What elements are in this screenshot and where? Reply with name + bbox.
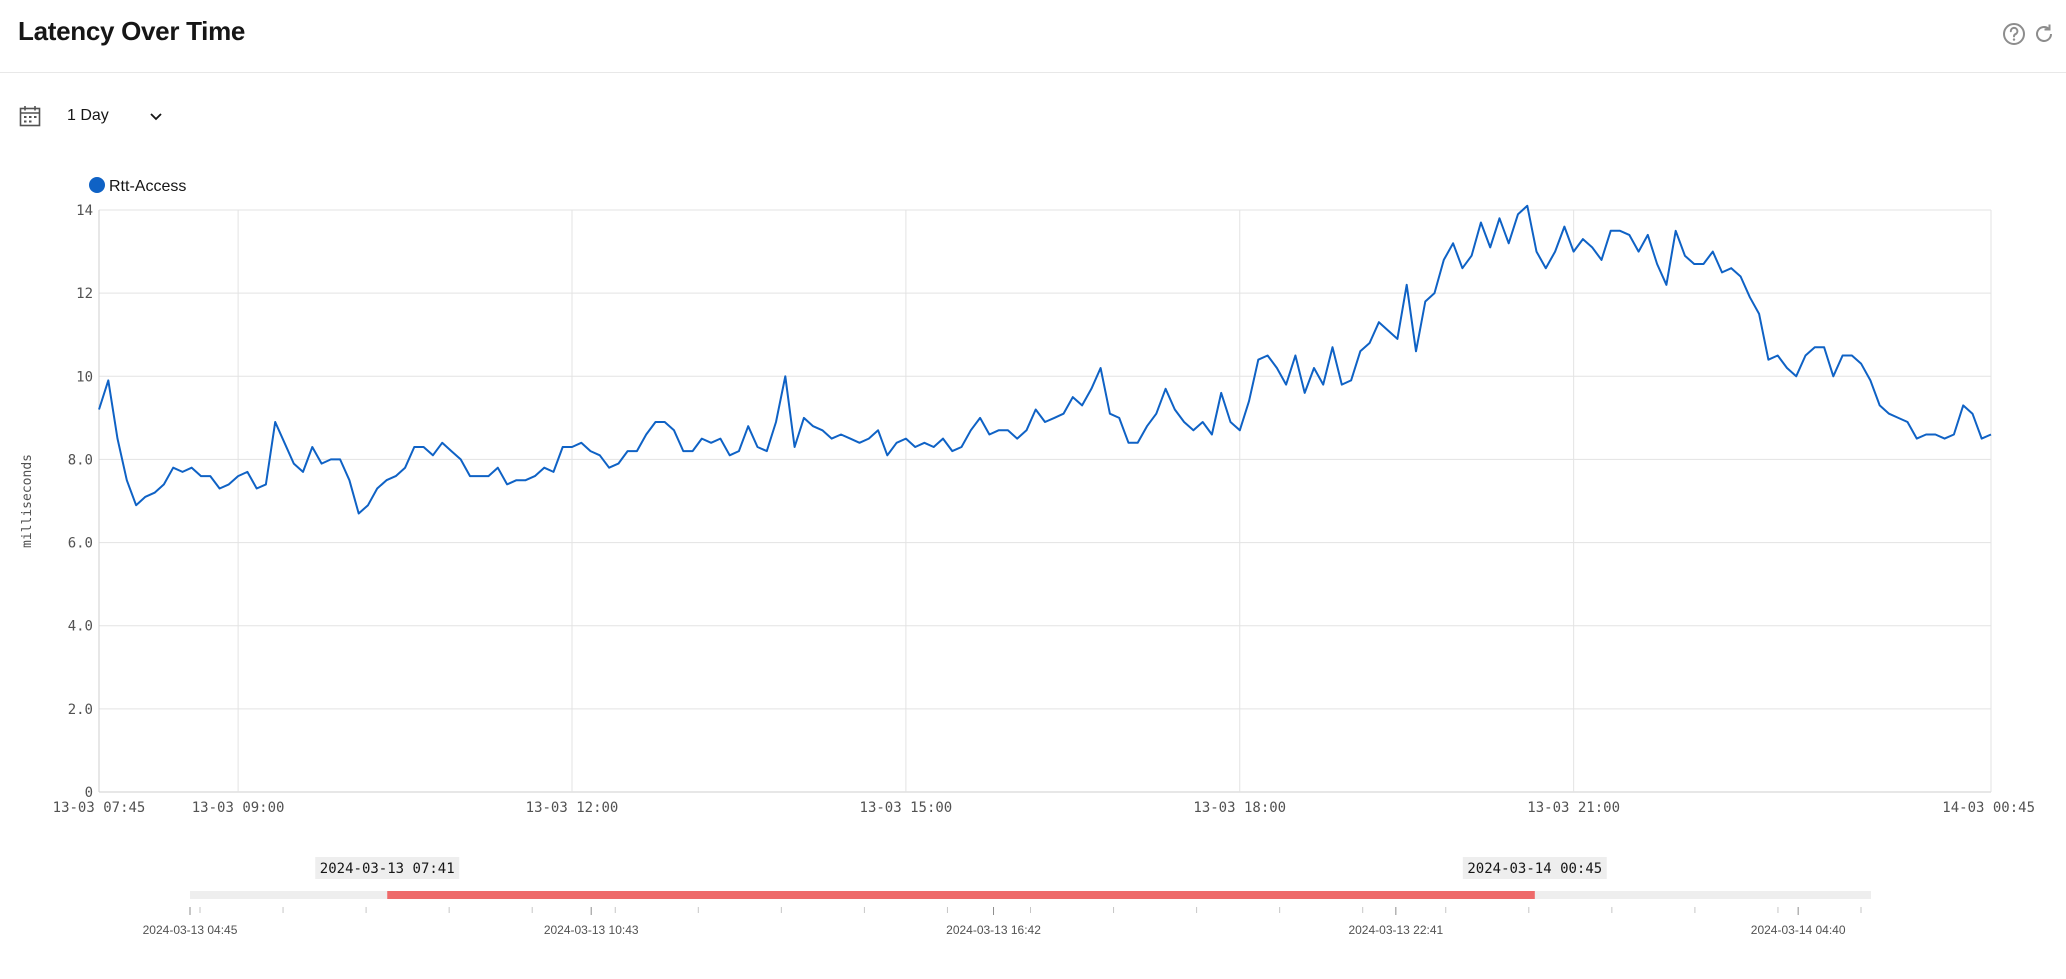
legend-label-rtt-access: Rtt-Access [109,178,186,195]
help-circle-icon[interactable] [2000,20,2028,48]
time-range-dropdown[interactable]: 1 Day [56,98,176,134]
page-title: Latency Over Time [18,16,246,46]
refresh-icon[interactable] [2030,20,2058,48]
brush-axis-label: 2024-03-13 22:41 [1348,923,1443,937]
y-axis-label: milliseconds [20,454,35,548]
y-tick-label: 6.0 [68,536,93,552]
brush-end-label[interactable]: 2024-03-14 00:45 [1462,857,1607,879]
brush-end-label-bg [1462,857,1607,879]
x-tick-label: 13-03 18:00 [1193,800,1286,816]
legend-swatch [89,177,105,193]
chevron-down-icon [150,113,162,121]
calendar-icon[interactable] [18,104,42,128]
latency-chart[interactable]: Rtt-Access 0 2.0 4.0 6.0 8.0 10 12 14 13-03 07:… [0,150,2066,950]
y-tick-label: 10 [76,369,93,385]
chart-grid [98,209,1992,793]
brush-start-label-bg [315,857,460,879]
x-tick-label: 13-03 12:00 [526,800,619,816]
brush-end-label-text: 2024-03-14 00:45 [1467,861,1602,877]
y-tick-label: 4.0 [68,619,93,635]
y-tick-label: 8.0 [68,452,93,468]
x-tick-label: 13-03 07:45 [53,800,146,816]
brush-axis-label: 2024-03-13 10:43 [544,923,639,937]
x-tick-label: 13-03 15:00 [860,800,953,816]
y-tick-label: 0 [85,785,93,801]
x-tick-label: 13-03 09:00 [192,800,285,816]
x-tick-label: 13-03 21:00 [1527,800,1620,816]
time-range-toolbar: 1 Day [0,96,400,136]
brush-start-label-text: 2024-03-13 07:41 [320,861,455,877]
x-tick-label: 14-03 00:45 [1942,800,2035,816]
brush-selection[interactable] [387,891,1535,899]
time-range-value: 1 Day [67,107,109,124]
brush-axis-label: 2024-03-13 16:42 [946,923,1041,937]
x-axis: 13-03 07:45 13-03 09:00 13-03 12:00 13-03 1… [53,800,2035,816]
brush-axis-label: 2024-03-13 04:45 [143,923,238,937]
brush-start-label[interactable]: 2024-03-13 07:41 [315,857,460,879]
y-tick-label: 2.0 [68,702,93,718]
y-axis: 0 2.0 4.0 6.0 8.0 10 12 14 [68,203,93,801]
brush-axis-label: 2024-03-14 04:40 [1751,923,1846,937]
panel-header: Latency Over Time [0,0,2066,73]
legend[interactable]: Rtt-Access [89,177,186,195]
y-tick-label: 14 [76,203,93,219]
y-tick-label: 12 [76,286,93,302]
series-line-rtt-access[interactable] [98,204,1992,515]
time-brush[interactable]: 2024-03-13 07:41 2024-03-14 00:45 2024-03-… [143,857,1871,937]
